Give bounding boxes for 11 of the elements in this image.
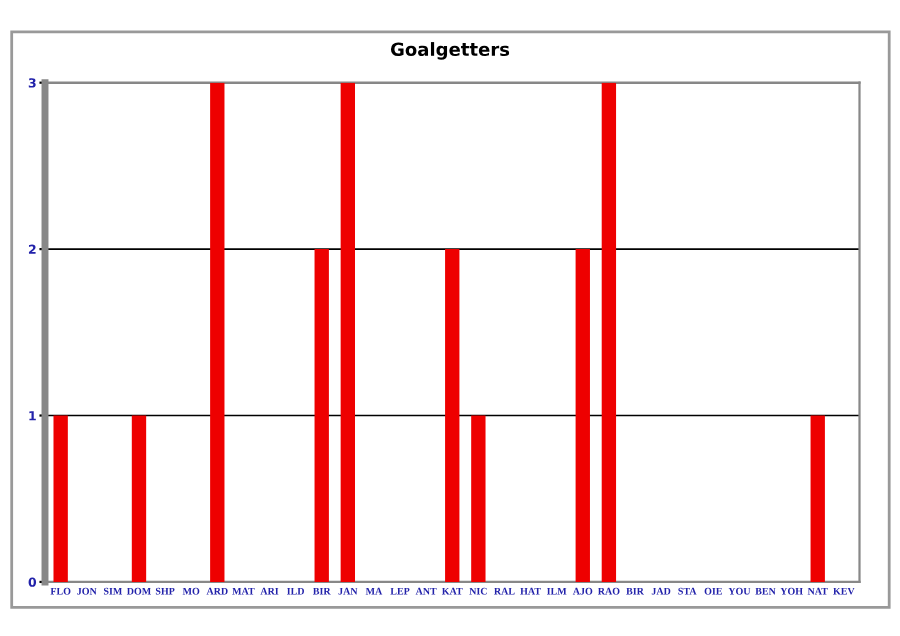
bar bbox=[53, 415, 68, 582]
bar bbox=[314, 249, 329, 582]
bar bbox=[471, 415, 486, 582]
bar bbox=[810, 415, 825, 582]
bar bbox=[131, 415, 147, 582]
bar bbox=[575, 249, 590, 582]
bar bbox=[340, 82, 356, 582]
bar bbox=[445, 249, 460, 582]
bar bbox=[601, 82, 617, 582]
bar bbox=[210, 82, 225, 582]
chart-title: Goalgetters bbox=[390, 42, 510, 60]
